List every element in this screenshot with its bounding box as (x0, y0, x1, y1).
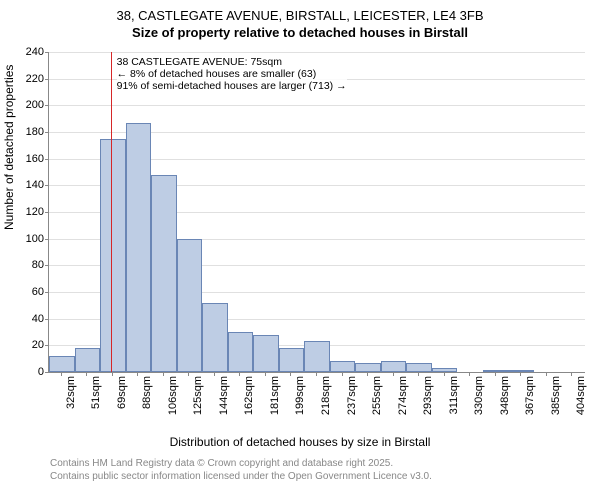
y-tick-label: 200 (14, 99, 44, 111)
histogram-bar (330, 361, 356, 372)
histogram-bar (228, 332, 254, 372)
y-tick-label: 140 (14, 179, 44, 191)
y-tick-label: 180 (14, 126, 44, 138)
x-tick-label: 106sqm (167, 376, 179, 415)
x-tick-label: 255sqm (371, 376, 383, 415)
x-tick-label: 293sqm (422, 376, 434, 415)
x-tick-label: 32sqm (65, 376, 77, 409)
y-tick-label: 240 (14, 46, 44, 58)
y-tick-label: 100 (14, 233, 44, 245)
x-tick-label: 385sqm (550, 376, 562, 415)
histogram-bar (177, 239, 203, 372)
x-tick-label: 330sqm (473, 376, 485, 415)
x-tick-label: 367sqm (524, 376, 536, 415)
histogram-bar (49, 356, 75, 372)
x-tick-label: 144sqm (218, 376, 230, 415)
histogram-bar (100, 139, 126, 372)
x-tick-label: 125sqm (192, 376, 204, 415)
histogram-bar (75, 348, 101, 372)
x-tick-label: 311sqm (448, 376, 460, 414)
x-tick-label: 162sqm (243, 376, 255, 415)
gridline (49, 52, 585, 53)
y-tick-label: 0 (14, 366, 44, 378)
annotation-line-3: 91% of semi-detached houses are larger (… (117, 80, 347, 92)
histogram-bar (406, 363, 432, 372)
x-tick-label: 237sqm (346, 376, 358, 415)
plot-area: 38 CASTLEGATE AVENUE: 75sqm← 8% of detac… (48, 52, 585, 373)
x-tick-label: 199sqm (294, 376, 306, 415)
x-tick-label: 181sqm (269, 376, 281, 415)
x-tick-label: 88sqm (141, 376, 153, 409)
chart-area: 38 CASTLEGATE AVENUE: 75sqm← 8% of detac… (48, 52, 584, 412)
y-tick-label: 40 (14, 313, 44, 325)
histogram-bar (279, 348, 305, 372)
y-tick-label: 120 (14, 206, 44, 218)
x-tick-label: 274sqm (397, 376, 409, 415)
x-tick-label: 348sqm (499, 376, 511, 415)
gridline (49, 105, 585, 106)
histogram-bar (381, 361, 407, 372)
x-tick-label: 404sqm (575, 376, 587, 415)
annotation-line-2: ← 8% of detached houses are smaller (63) (117, 68, 347, 80)
y-tick-label: 60 (14, 286, 44, 298)
histogram-bar (355, 363, 381, 372)
footer-line-1: Contains HM Land Registry data © Crown c… (50, 458, 432, 471)
histogram-bar (253, 335, 279, 372)
y-tick-label: 20 (14, 339, 44, 351)
x-tick-label: 69sqm (116, 376, 128, 409)
x-axis-label: Distribution of detached houses by size … (0, 435, 600, 449)
histogram-bar (202, 303, 228, 372)
annotation-box: 38 CASTLEGATE AVENUE: 75sqm← 8% of detac… (117, 56, 347, 92)
footer-line-2: Contains public sector information licen… (50, 471, 432, 484)
reference-line (111, 52, 112, 372)
histogram-bar (304, 341, 330, 372)
histogram-bar (151, 175, 177, 372)
annotation-line-1: 38 CASTLEGATE AVENUE: 75sqm (117, 56, 347, 68)
histogram-bar (126, 123, 152, 372)
footer-attribution: Contains HM Land Registry data © Crown c… (50, 458, 432, 483)
y-tick-label: 220 (14, 73, 44, 85)
page-title: 38, CASTLEGATE AVENUE, BIRSTALL, LEICEST… (0, 0, 600, 25)
x-tick-label: 218sqm (320, 376, 332, 415)
y-tick-label: 80 (14, 259, 44, 271)
y-tick-label: 160 (14, 153, 44, 165)
page-subtitle: Size of property relative to detached ho… (0, 25, 600, 44)
x-tick-label: 51sqm (90, 376, 102, 409)
